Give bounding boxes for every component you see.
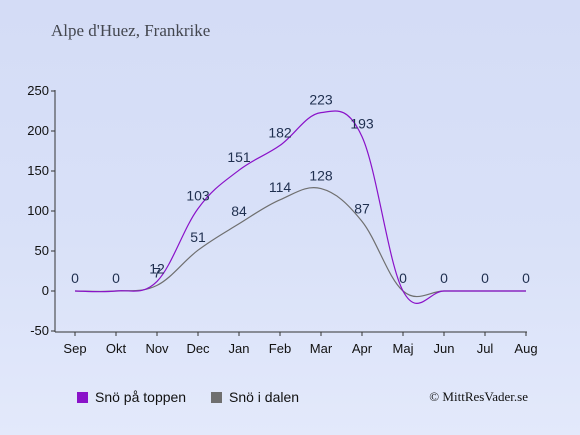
legend-label-top: Snö på toppen <box>95 389 187 405</box>
data-label-valley: 84 <box>231 203 247 219</box>
y-tick-label: 50 <box>35 243 49 258</box>
series-top-point <box>74 290 76 292</box>
series-top-point <box>443 290 445 292</box>
data-label-top: 0 <box>399 270 407 286</box>
data-label-top: 0 <box>71 270 79 286</box>
series-top-point <box>238 169 240 171</box>
series-valley-point <box>197 249 199 251</box>
x-tick-label: Maj <box>393 341 414 356</box>
chart-title: Alpe d'Huez, Frankrike <box>51 21 211 40</box>
data-label-top: 223 <box>309 92 333 108</box>
legend-swatch-top <box>77 391 88 403</box>
data-label-valley: 7 <box>153 264 161 280</box>
data-label-top: 151 <box>227 149 251 165</box>
data-label-top: 0 <box>440 270 448 286</box>
x-tick-label: Jul <box>477 341 494 356</box>
x-tick-label: Aug <box>514 341 537 356</box>
series-top-point <box>197 208 199 210</box>
data-label-valley: 114 <box>269 179 292 195</box>
y-tick-label: 200 <box>27 123 49 138</box>
x-tick-label: Apr <box>352 341 373 356</box>
data-label-valley: 128 <box>309 168 333 184</box>
series-top-point <box>279 144 281 146</box>
legend-item-valley: Snö i dalen <box>211 389 299 405</box>
x-tick-label: Sep <box>63 341 86 356</box>
x-tick-label: Mar <box>310 341 333 356</box>
series-valley-point <box>238 223 240 225</box>
x-tick-label: Jun <box>434 341 455 356</box>
x-tick-label: Jan <box>229 341 250 356</box>
y-tick-label: 250 <box>27 83 49 98</box>
data-label-top: 103 <box>186 188 210 204</box>
series-valley-line <box>74 187 526 298</box>
x-tick-label: Dec <box>186 341 210 356</box>
data-label-top: 12 <box>149 260 165 276</box>
series-top-point <box>402 290 404 292</box>
data-label-top: 0 <box>112 270 120 286</box>
data-label-top: 182 <box>268 124 292 140</box>
series-top-point <box>156 280 158 282</box>
series-valley-point <box>320 188 322 190</box>
x-tick-label: Okt <box>106 341 127 356</box>
series-valley-point <box>279 199 281 201</box>
x-tick-label: Nov <box>145 341 169 356</box>
data-label-valley: 87 <box>354 200 370 216</box>
series-valley-point <box>156 284 158 286</box>
y-tick-label: 100 <box>27 203 49 218</box>
data-label-top: 193 <box>350 116 374 132</box>
data-label-top: 0 <box>522 270 530 286</box>
series-top-point <box>484 290 486 292</box>
legend-item-top: Snö på toppen <box>77 389 186 405</box>
x-tick-label: Feb <box>269 341 291 356</box>
y-tick-label: 0 <box>42 283 49 298</box>
data-label-valley: 51 <box>190 229 206 245</box>
legend-label-valley: Snö i dalen <box>229 389 300 405</box>
y-tick-label: 150 <box>27 163 49 178</box>
series-valley-point <box>361 220 363 222</box>
series-top-point <box>115 290 117 292</box>
legend-swatch-valley <box>211 391 222 403</box>
series-top-point <box>525 290 527 292</box>
series-top-point <box>320 112 322 114</box>
copyright-text: © MittResVader.se <box>429 389 528 404</box>
series-top-point <box>361 136 363 138</box>
data-label-top: 0 <box>481 270 489 286</box>
series-top-line <box>74 110 526 304</box>
y-tick-label: -50 <box>30 323 49 338</box>
